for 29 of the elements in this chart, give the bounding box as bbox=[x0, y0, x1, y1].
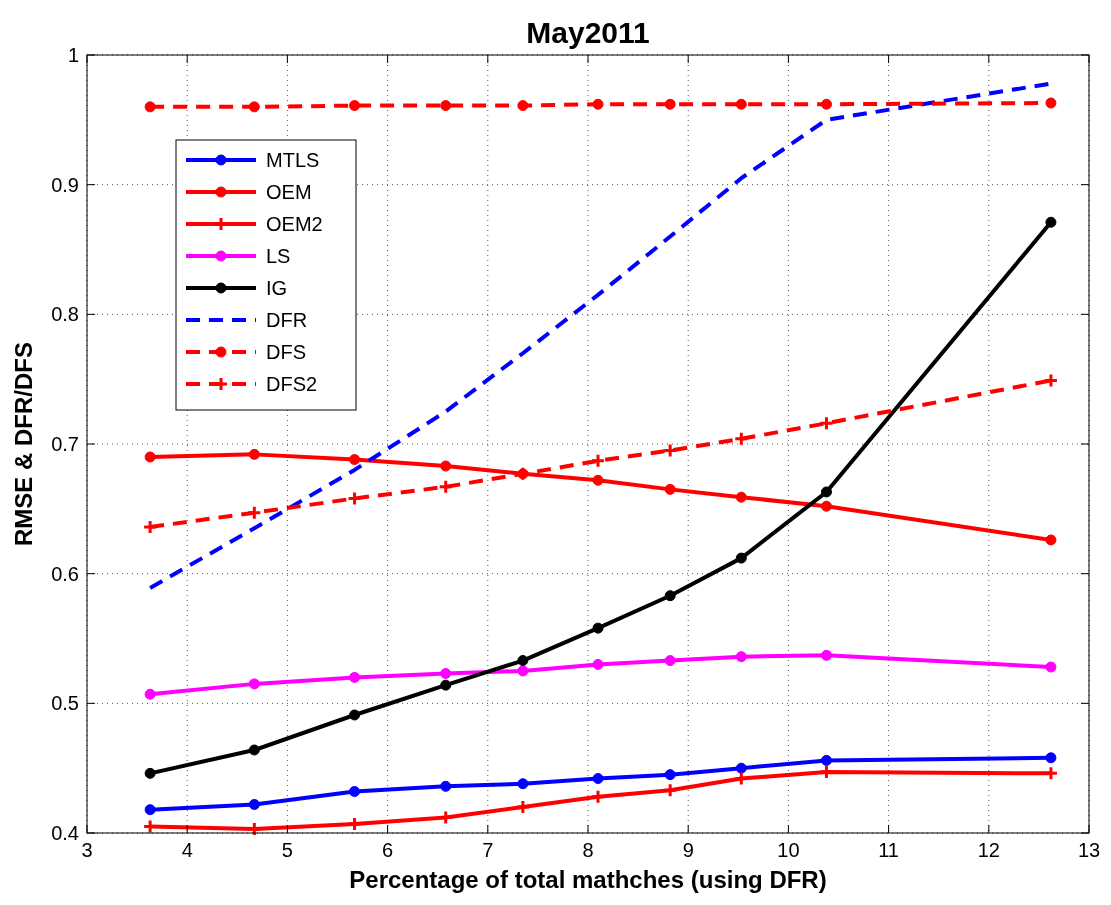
legend-label: MTLS bbox=[266, 149, 320, 171]
x-tick-label: 9 bbox=[682, 839, 694, 861]
legend-label: DFS bbox=[266, 341, 306, 363]
y-tick-label: 1 bbox=[67, 44, 79, 66]
x-tick-label: 13 bbox=[1077, 839, 1101, 861]
x-tick-label: 12 bbox=[977, 839, 1000, 861]
y-tick-label: 0.7 bbox=[51, 433, 79, 455]
legend-label: OEM2 bbox=[266, 213, 323, 235]
x-tick-label: 4 bbox=[181, 839, 193, 861]
x-tick-label: 5 bbox=[281, 839, 293, 861]
x-tick-label: 11 bbox=[878, 839, 899, 861]
y-tick-label: 0.6 bbox=[51, 562, 79, 585]
y-axis-title: RMSE & DFR/DFS bbox=[10, 342, 37, 546]
x-tick-label: 6 bbox=[382, 839, 394, 861]
x-tick-label: 3 bbox=[81, 839, 93, 861]
x-tick-label: 8 bbox=[582, 839, 594, 861]
legend-label: IG bbox=[266, 277, 288, 299]
legend-label: OEM bbox=[266, 181, 312, 203]
y-tick-label: 0.5 bbox=[51, 692, 79, 715]
legend-label: LS bbox=[266, 245, 291, 267]
legend-label: DFR bbox=[266, 309, 308, 331]
x-axis-title: Percentage of total mathches (using DFR) bbox=[349, 866, 827, 893]
legend-label: DFS2 bbox=[266, 373, 318, 395]
x-tick-label: 7 bbox=[482, 839, 494, 861]
y-tick-label: 0.4 bbox=[51, 822, 79, 844]
y-tick-label: 0.9 bbox=[51, 173, 79, 196]
y-tick-label: 0.8 bbox=[51, 303, 79, 326]
x-tick-label: 10 bbox=[777, 839, 800, 861]
chart-title: May2011 bbox=[526, 16, 650, 49]
